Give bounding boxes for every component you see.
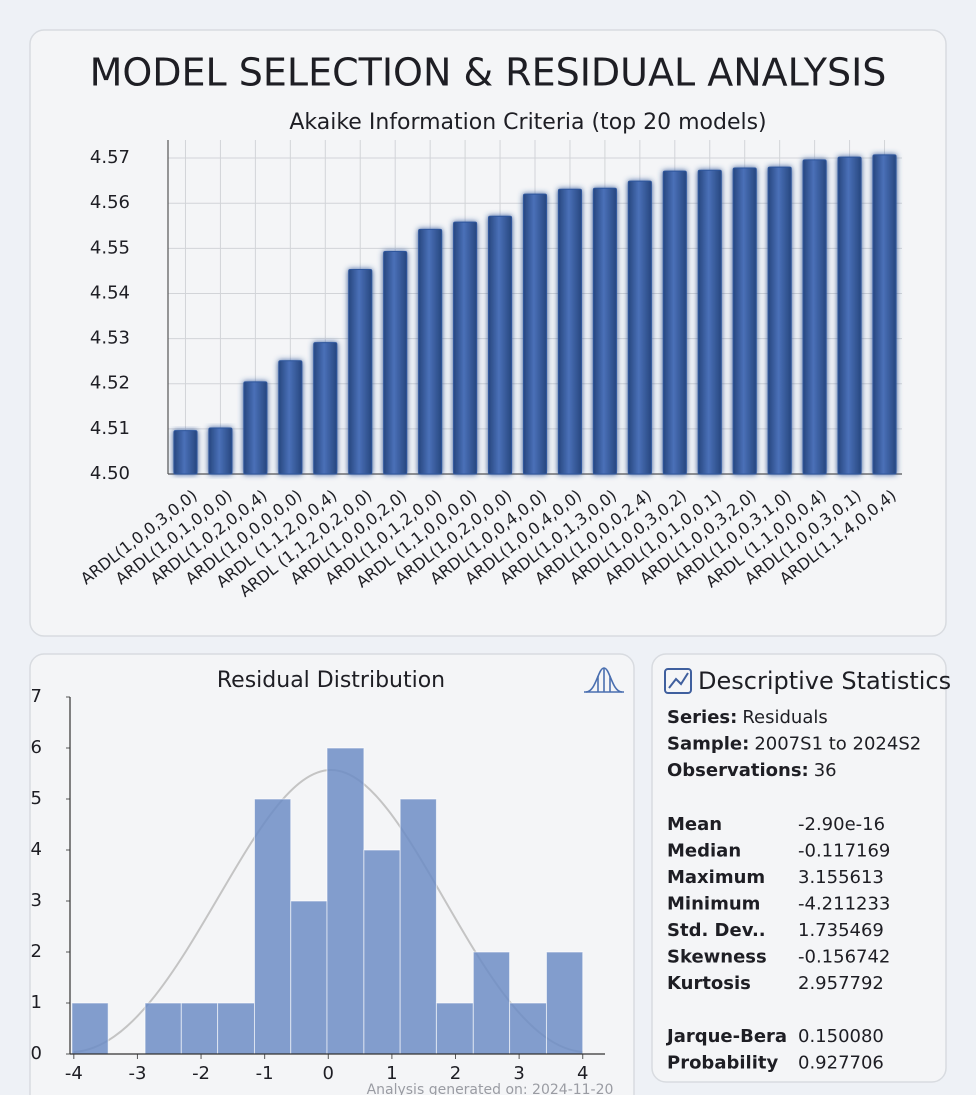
y-tick-label: 4.50 xyxy=(90,463,130,484)
bar xyxy=(488,215,513,475)
bar xyxy=(348,269,373,475)
stats-value: 0.927706 xyxy=(798,1053,884,1074)
bar xyxy=(872,154,897,475)
y-tick-label: 4.57 xyxy=(90,147,130,168)
histogram-bar xyxy=(399,798,437,1055)
stats-info-label: Observations: xyxy=(667,760,809,781)
y-tick-label: 2 xyxy=(31,941,42,962)
y-tick-label: 4.51 xyxy=(90,418,130,439)
y-tick-label: 6 xyxy=(31,737,42,758)
bar xyxy=(278,360,303,475)
x-tick-label: -2 xyxy=(192,1063,210,1084)
bar xyxy=(627,180,652,475)
bar xyxy=(383,250,408,475)
stats-info: Sample: 2007S1 to 2024S2 xyxy=(667,734,921,755)
x-tick-label: 3 xyxy=(513,1063,524,1084)
stats-label: Kurtosis xyxy=(667,973,751,994)
histogram-bar xyxy=(435,1002,474,1055)
histogram-bar xyxy=(545,951,584,1055)
bar xyxy=(243,381,268,475)
bell-icon xyxy=(584,667,624,693)
stats-info: Observations: 36 xyxy=(667,760,837,781)
histogram-bar xyxy=(472,951,511,1055)
bar xyxy=(767,166,792,475)
stats-label: Minimum xyxy=(667,894,760,915)
stats-label: Jarque-Bera xyxy=(665,1026,787,1047)
bar-chart-title: Akaike Information Criteria (top 20 mode… xyxy=(289,110,766,135)
stats-label: Maximum xyxy=(667,867,765,888)
y-tick-label: 4.55 xyxy=(90,237,130,258)
x-tick-label: 4 xyxy=(577,1063,588,1084)
stats-card xyxy=(651,653,947,1083)
histogram-bar xyxy=(253,798,292,1055)
stats-info-value: Residuals xyxy=(742,707,827,728)
y-tick-label: 4.53 xyxy=(90,328,130,349)
stats-info-label: Series: xyxy=(667,707,737,728)
bar xyxy=(453,221,478,475)
histogram-bar xyxy=(71,1002,109,1055)
bar xyxy=(173,430,198,475)
stats-label: Probability xyxy=(667,1053,778,1074)
bar xyxy=(313,342,338,475)
y-tick-label: 0 xyxy=(31,1043,42,1064)
stats-value: 3.155613 xyxy=(798,867,884,888)
stats-info: Series: Residuals xyxy=(667,707,828,728)
histogram-bar xyxy=(290,900,328,1055)
x-tick-label: -4 xyxy=(65,1063,83,1084)
y-tick-label: 3 xyxy=(31,890,42,911)
page-title: MODEL SELECTION & RESIDUAL ANALYSIS xyxy=(90,51,887,95)
histogram-bar xyxy=(144,1002,182,1055)
histogram-bar xyxy=(509,1002,547,1055)
y-tick-label: 4.52 xyxy=(90,373,130,394)
stats-title: Descriptive Statistics xyxy=(698,667,951,695)
bar xyxy=(662,170,687,475)
stats-value: -0.117169 xyxy=(798,841,890,862)
footer: Analysis generated on: 2024-11-20 xyxy=(367,1082,614,1095)
histogram-bar xyxy=(363,849,401,1055)
y-tick-label: 4.56 xyxy=(90,192,130,213)
x-tick-label: 2 xyxy=(450,1063,461,1084)
x-tick-label: 1 xyxy=(386,1063,397,1084)
x-tick-label: -1 xyxy=(256,1063,274,1084)
bar xyxy=(522,193,548,475)
bar xyxy=(697,169,722,475)
y-tick-label: 1 xyxy=(31,992,42,1013)
stats-value: 1.735469 xyxy=(798,920,884,941)
stats-icon xyxy=(664,668,692,694)
bar xyxy=(208,427,233,475)
y-tick-label: 4 xyxy=(31,839,42,860)
stats-info-value: 2007S1 to 2024S2 xyxy=(754,734,921,755)
x-tick-label: 0 xyxy=(323,1063,334,1084)
bar xyxy=(557,188,582,475)
y-tick-label: 5 xyxy=(31,788,42,809)
histogram-title: Residual Distribution xyxy=(217,668,445,693)
stats-info-label: Sample: xyxy=(667,734,749,755)
stats-label: Median xyxy=(667,841,741,862)
x-tick-label: -3 xyxy=(128,1063,146,1084)
stats-value: -0.156742 xyxy=(798,947,890,968)
bar xyxy=(802,159,827,475)
y-tick-label: 7 xyxy=(31,686,42,707)
stats-label: Std. Dev.. xyxy=(667,920,766,941)
histogram-bar xyxy=(180,1002,219,1055)
histogram-bar xyxy=(326,747,365,1055)
y-tick-label: 4.54 xyxy=(90,282,130,303)
bar xyxy=(732,167,757,475)
stats-label: Skewness xyxy=(667,947,767,968)
bar xyxy=(418,228,443,475)
stats-info-value: 36 xyxy=(814,760,837,781)
stats-value: 0.150080 xyxy=(798,1026,884,1047)
stats-value: 2.957792 xyxy=(798,973,884,994)
stats-value: -4.211233 xyxy=(798,894,890,915)
stats-value: -2.90e-16 xyxy=(798,814,885,835)
stats-label: Mean xyxy=(667,814,722,835)
histogram-bar xyxy=(217,1002,255,1055)
bar xyxy=(837,156,862,475)
bar xyxy=(592,187,617,475)
